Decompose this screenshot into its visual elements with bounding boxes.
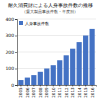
x-tick-label: 2009 bbox=[44, 87, 49, 98]
x-tick: 2013 bbox=[70, 85, 75, 98]
x-tick: 2016 bbox=[90, 85, 95, 98]
bar bbox=[25, 78, 30, 85]
y-tick-mark bbox=[15, 19, 17, 20]
y-axis-line bbox=[15, 20, 18, 86]
x-tick: 2011 bbox=[57, 85, 62, 98]
x-tick-label: 2006 bbox=[25, 87, 30, 98]
x-tick: 2007 bbox=[31, 85, 36, 98]
x-tick-label: 2013 bbox=[70, 87, 75, 98]
legend-swatch bbox=[19, 21, 23, 25]
title: 耐久消費財による人身事故件数の推移 bbox=[8, 2, 93, 8]
x-axis: 2005200620072008200920102011201220132014… bbox=[18, 85, 97, 98]
grid bbox=[17, 19, 96, 85]
y-tick: 100 bbox=[5, 66, 17, 71]
y-tick-mark bbox=[15, 52, 17, 53]
bar bbox=[44, 69, 49, 86]
x-tick-label: 2007 bbox=[31, 87, 36, 98]
bars bbox=[18, 29, 94, 85]
y-tick-mark bbox=[15, 85, 17, 86]
x-tick: 2012 bbox=[64, 85, 69, 98]
x-tick-label: 2015 bbox=[83, 87, 88, 98]
y-tick-label: 0 bbox=[11, 83, 14, 88]
y-tick: 0 bbox=[11, 83, 17, 88]
x-tick-mark bbox=[27, 85, 28, 87]
x-tick-mark bbox=[66, 85, 67, 87]
x-tick-label: 2010 bbox=[51, 87, 56, 98]
y-tick-mark bbox=[15, 36, 17, 37]
plot: 0100200300400200520062007200820092010201… bbox=[5, 17, 96, 98]
legend-label: 人身事故件数 bbox=[25, 21, 49, 26]
x-tick: 2015 bbox=[83, 85, 88, 98]
legend: 人身事故件数 bbox=[19, 21, 49, 26]
bar bbox=[51, 65, 56, 85]
chart: 耐久消費財による人身事故件数の推移（重大製品事故件数・年度別） 0 100 200 30… bbox=[0, 0, 100, 100]
bar bbox=[70, 49, 75, 85]
x-tick-label: 2011 bbox=[57, 87, 62, 98]
y-tick-label: 400 bbox=[5, 17, 14, 22]
bar bbox=[90, 29, 95, 85]
y-axis: 0 100 200 300 400 bbox=[5, 17, 17, 88]
bar bbox=[31, 75, 36, 85]
x-tick-label: 2008 bbox=[38, 87, 43, 98]
x-tick: 2005 bbox=[18, 85, 23, 98]
y-tick-label: 100 bbox=[5, 66, 14, 71]
bar bbox=[18, 80, 23, 85]
legend-entry: 人身事故件数 bbox=[19, 21, 49, 26]
grid-line bbox=[17, 19, 96, 20]
x-tick-label: 2016 bbox=[90, 87, 95, 98]
bar bbox=[38, 72, 43, 85]
y-tick-mark bbox=[15, 69, 17, 70]
y-tick-label: 300 bbox=[5, 33, 14, 38]
x-tick-mark bbox=[53, 85, 54, 87]
bar bbox=[77, 42, 82, 85]
y-tick-label: 200 bbox=[5, 50, 14, 55]
x-tick-label: 2014 bbox=[77, 87, 82, 98]
x-tick-mark bbox=[59, 85, 60, 87]
x-tick-mark bbox=[85, 85, 86, 87]
x-tick-mark bbox=[92, 85, 93, 87]
x-tick: 2009 bbox=[44, 85, 49, 98]
x-tick: 2010 bbox=[51, 85, 56, 98]
x-tick-label: 2005 bbox=[18, 87, 23, 98]
y-tick: 300 bbox=[5, 33, 17, 38]
y-tick: 400 bbox=[5, 17, 17, 22]
x-tick-mark bbox=[79, 85, 80, 87]
x-tick-label: 2012 bbox=[64, 87, 69, 98]
x-tick-mark bbox=[72, 85, 73, 87]
x-tick: 2014 bbox=[77, 85, 82, 98]
y-tick: 200 bbox=[5, 50, 17, 55]
x-tick-mark bbox=[40, 85, 41, 87]
bar bbox=[57, 60, 62, 85]
bar bbox=[64, 55, 69, 85]
x-tick-mark bbox=[33, 85, 34, 87]
subtitle: （重大製品事故件数・年度別） bbox=[22, 9, 78, 14]
x-tick-mark bbox=[46, 85, 47, 87]
x-tick: 2006 bbox=[25, 85, 30, 98]
bar bbox=[83, 36, 88, 86]
x-tick: 2008 bbox=[38, 85, 43, 98]
x-tick-mark bbox=[20, 85, 21, 87]
x-axis-line bbox=[18, 86, 97, 87]
